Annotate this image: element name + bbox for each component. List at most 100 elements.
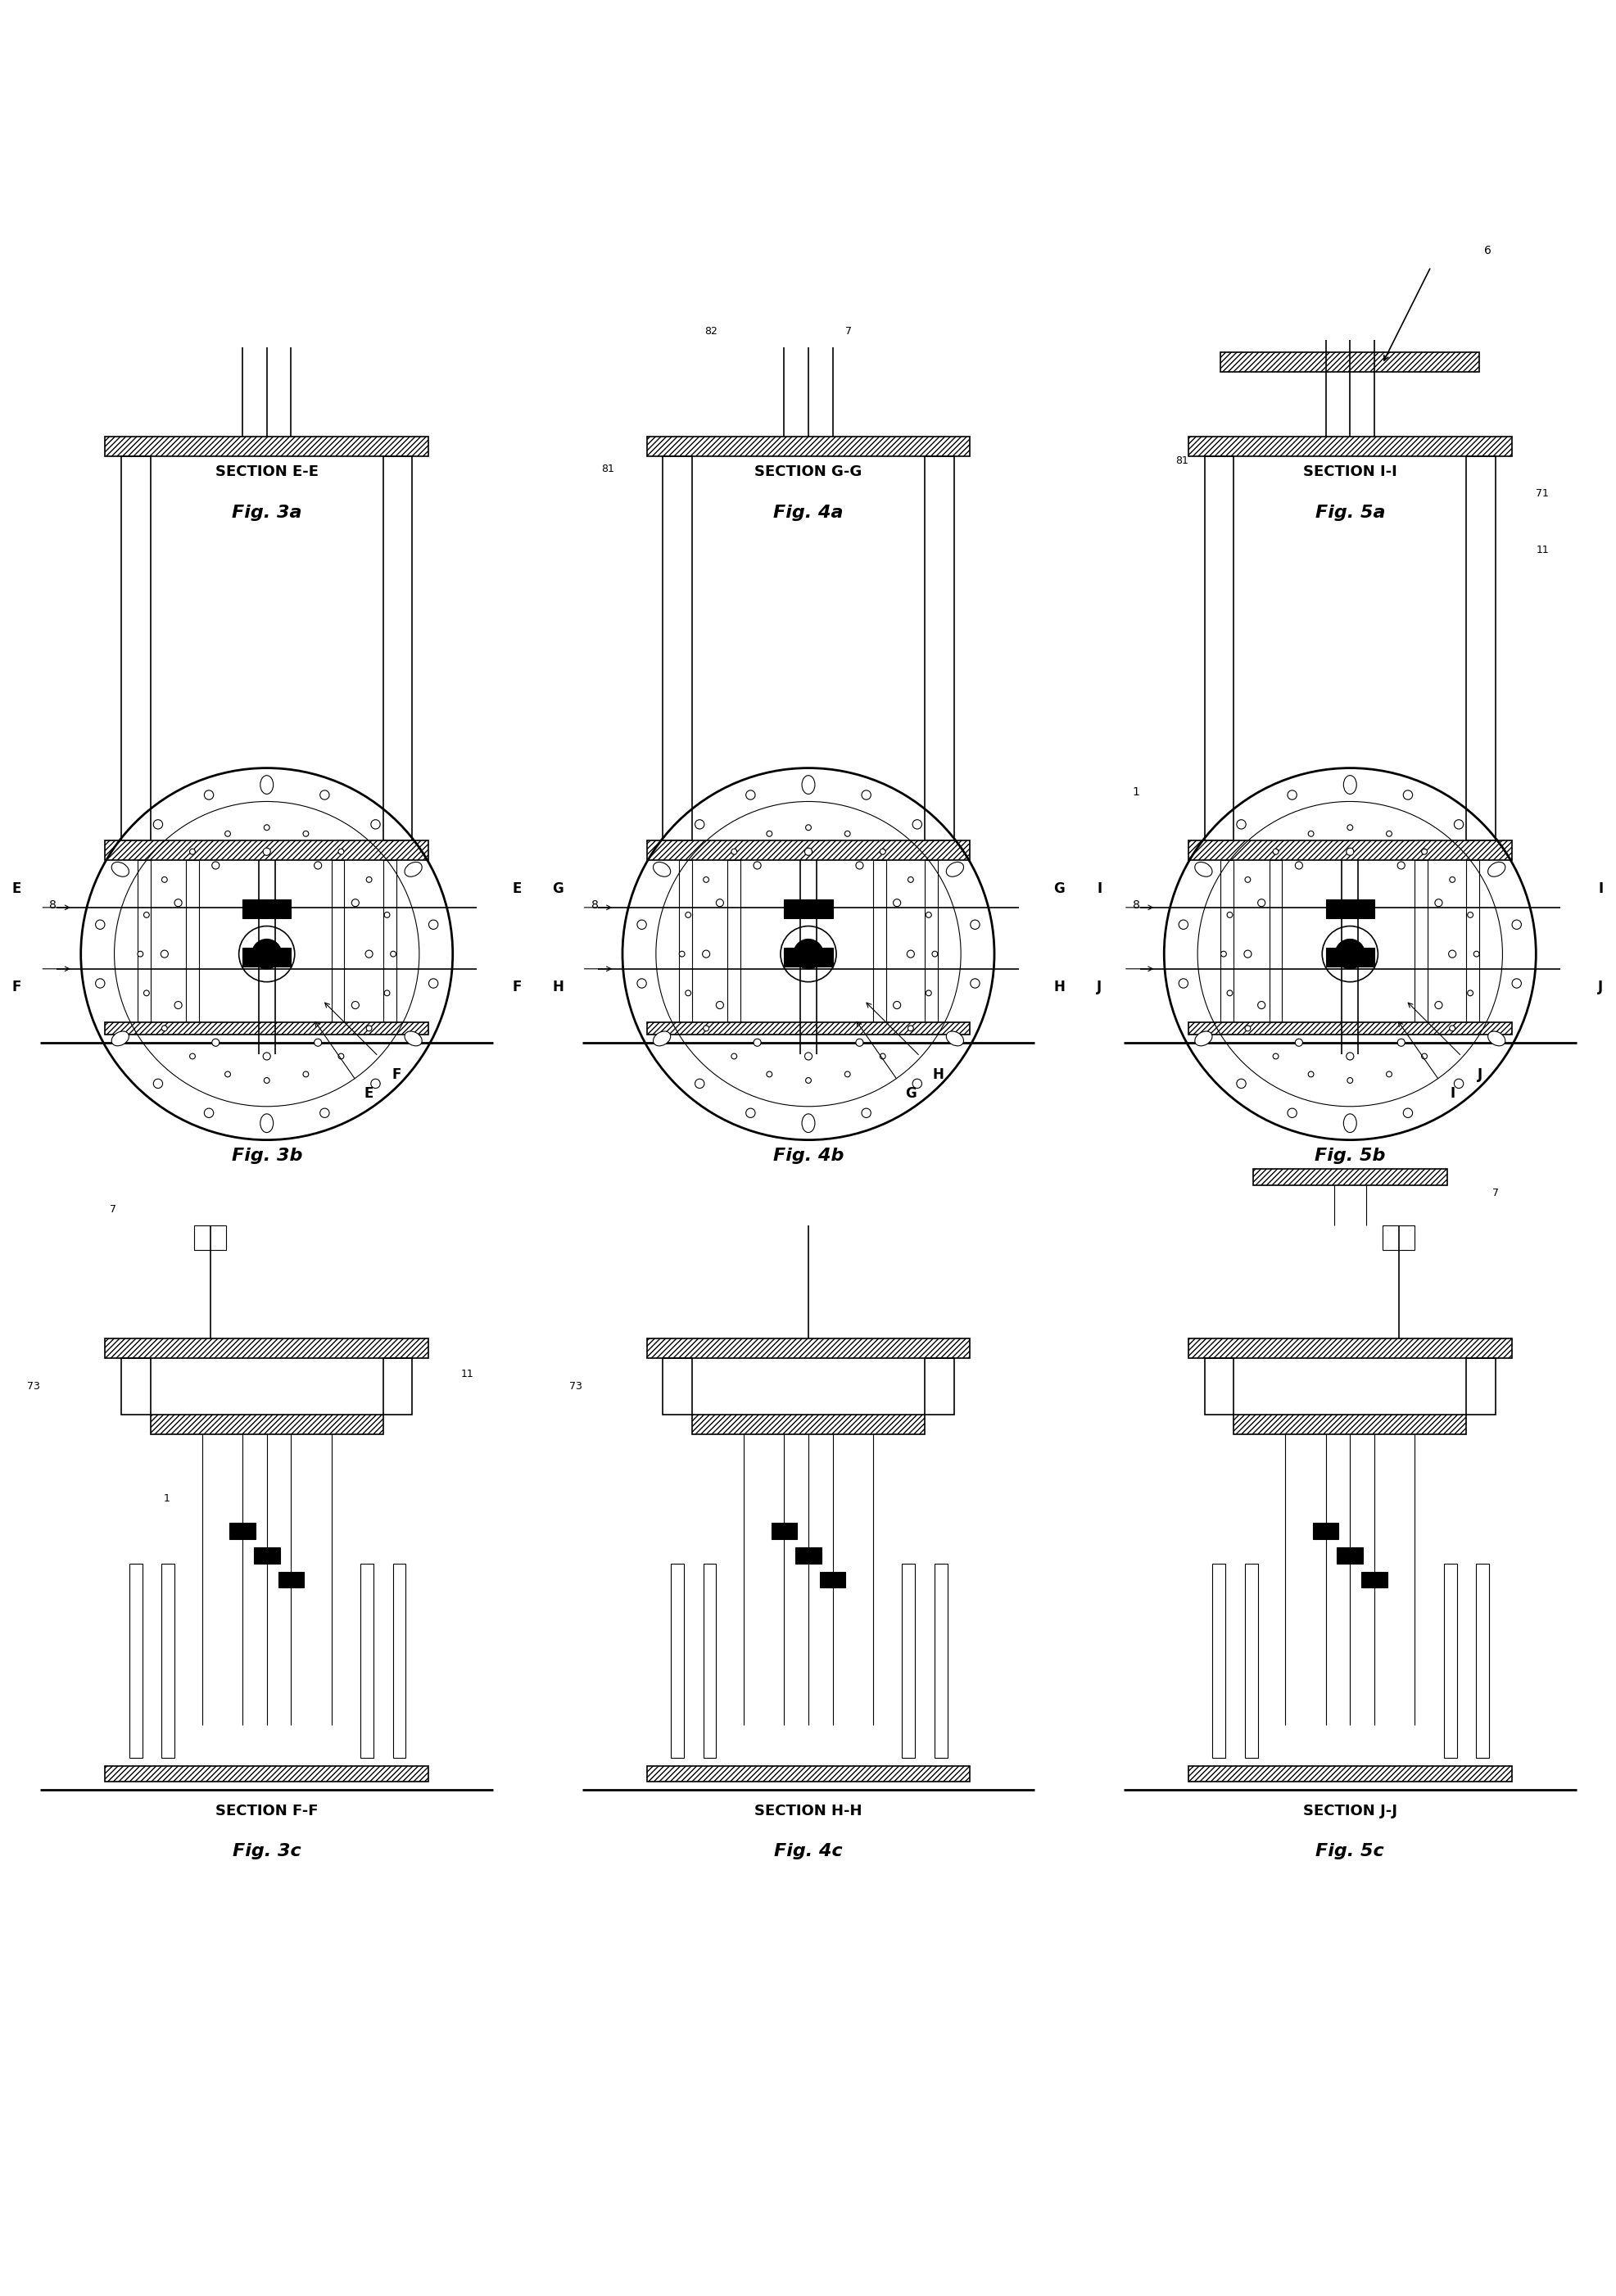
Ellipse shape bbox=[1487, 1031, 1504, 1047]
Circle shape bbox=[338, 850, 344, 854]
Bar bbox=[646, 1022, 970, 1035]
Bar bbox=[194, 1226, 226, 1249]
Text: SECTION J-J: SECTION J-J bbox=[1302, 1805, 1396, 1818]
Circle shape bbox=[367, 1026, 372, 1031]
Text: 73: 73 bbox=[569, 1382, 582, 1391]
Bar bbox=[771, 1522, 797, 1538]
Bar bbox=[795, 1548, 821, 1564]
Text: SECTION H-H: SECTION H-H bbox=[755, 1805, 861, 1818]
Bar bbox=[1361, 1573, 1387, 1589]
Circle shape bbox=[1467, 990, 1472, 996]
Circle shape bbox=[855, 861, 863, 870]
Circle shape bbox=[701, 951, 709, 957]
Bar bbox=[278, 1573, 304, 1589]
Text: I: I bbox=[1096, 882, 1102, 895]
Text: 7: 7 bbox=[110, 1203, 116, 1215]
Circle shape bbox=[716, 1001, 724, 1008]
Text: Fig. 4c: Fig. 4c bbox=[774, 1844, 842, 1860]
Bar bbox=[902, 1564, 915, 1759]
Ellipse shape bbox=[112, 1031, 129, 1047]
Bar bbox=[1414, 861, 1427, 1022]
Text: G: G bbox=[1054, 882, 1063, 895]
Ellipse shape bbox=[1343, 776, 1356, 794]
Bar bbox=[360, 1564, 373, 1759]
Ellipse shape bbox=[260, 1114, 273, 1132]
Bar bbox=[646, 1766, 970, 1782]
Bar bbox=[1188, 1022, 1511, 1035]
Bar bbox=[137, 861, 150, 1022]
Bar bbox=[1212, 1564, 1225, 1759]
Bar bbox=[129, 1564, 142, 1759]
Circle shape bbox=[385, 990, 389, 996]
Text: Fig. 3a: Fig. 3a bbox=[231, 505, 302, 521]
Bar bbox=[646, 436, 970, 457]
Circle shape bbox=[926, 990, 931, 996]
Circle shape bbox=[1346, 847, 1353, 856]
Text: 8: 8 bbox=[591, 900, 598, 912]
Circle shape bbox=[1227, 912, 1231, 918]
Bar bbox=[646, 1339, 970, 1359]
Bar bbox=[671, 1564, 684, 1759]
Circle shape bbox=[1346, 1077, 1353, 1084]
Circle shape bbox=[892, 900, 900, 907]
Bar bbox=[254, 1548, 280, 1564]
Circle shape bbox=[1307, 831, 1314, 836]
Bar bbox=[105, 1339, 428, 1359]
Text: F: F bbox=[11, 980, 21, 994]
Circle shape bbox=[908, 877, 913, 882]
Circle shape bbox=[212, 1038, 220, 1047]
Circle shape bbox=[844, 831, 850, 836]
Circle shape bbox=[1420, 850, 1427, 854]
Bar bbox=[1325, 900, 1374, 918]
Text: E: E bbox=[11, 882, 21, 895]
Circle shape bbox=[175, 900, 183, 907]
Circle shape bbox=[753, 1038, 761, 1047]
Bar bbox=[186, 861, 199, 1022]
Circle shape bbox=[844, 1072, 850, 1077]
Circle shape bbox=[389, 951, 396, 957]
Circle shape bbox=[263, 1052, 270, 1061]
Bar bbox=[242, 948, 291, 967]
Ellipse shape bbox=[404, 1031, 422, 1047]
Bar bbox=[1466, 457, 1495, 840]
Bar bbox=[727, 861, 740, 1022]
Bar bbox=[784, 900, 832, 918]
Bar bbox=[1204, 457, 1233, 840]
Bar bbox=[121, 457, 150, 840]
Circle shape bbox=[1272, 850, 1278, 854]
Bar bbox=[1466, 1359, 1495, 1414]
Circle shape bbox=[1244, 877, 1249, 882]
Text: H: H bbox=[1052, 980, 1065, 994]
Ellipse shape bbox=[802, 776, 814, 794]
Circle shape bbox=[1243, 951, 1251, 957]
Ellipse shape bbox=[802, 1114, 814, 1132]
Circle shape bbox=[1396, 861, 1404, 870]
Bar bbox=[703, 1564, 716, 1759]
Circle shape bbox=[766, 831, 772, 836]
Bar bbox=[924, 1359, 953, 1414]
Bar bbox=[679, 861, 692, 1022]
Ellipse shape bbox=[404, 861, 422, 877]
Bar bbox=[105, 1022, 428, 1035]
Text: 73: 73 bbox=[27, 1382, 40, 1391]
Bar bbox=[229, 1522, 255, 1538]
Bar bbox=[663, 1359, 692, 1414]
Text: 81: 81 bbox=[601, 464, 614, 475]
Text: SECTION F-F: SECTION F-F bbox=[215, 1805, 318, 1818]
Circle shape bbox=[338, 1054, 344, 1058]
Circle shape bbox=[1396, 1038, 1404, 1047]
Text: SECTION I-I: SECTION I-I bbox=[1302, 464, 1396, 480]
Text: 82: 82 bbox=[705, 326, 718, 338]
Bar bbox=[105, 840, 428, 861]
Bar bbox=[105, 436, 428, 457]
Circle shape bbox=[225, 831, 231, 836]
Circle shape bbox=[162, 1026, 166, 1031]
Text: SECTION G-G: SECTION G-G bbox=[755, 464, 861, 480]
Bar bbox=[331, 861, 344, 1022]
Text: 81: 81 bbox=[1175, 455, 1188, 466]
Ellipse shape bbox=[260, 776, 273, 794]
Circle shape bbox=[314, 861, 322, 870]
Text: Fig. 3c: Fig. 3c bbox=[233, 1844, 301, 1860]
Bar bbox=[105, 1766, 428, 1782]
Circle shape bbox=[931, 951, 937, 957]
